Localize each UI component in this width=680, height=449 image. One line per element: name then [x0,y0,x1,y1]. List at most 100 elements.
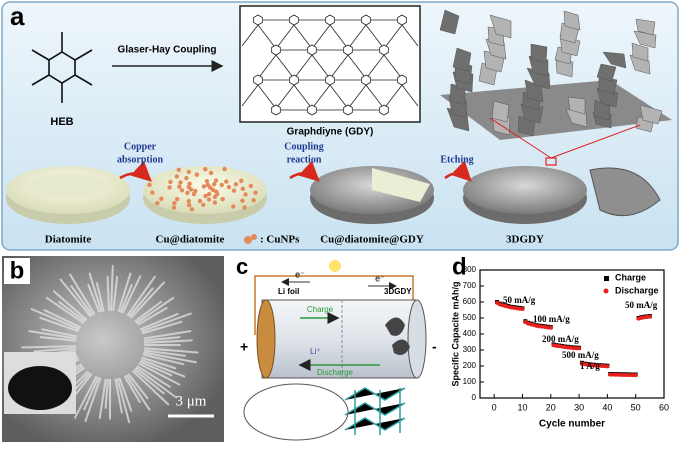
x-axis-label: Cycle number [539,419,605,430]
bond [277,24,295,47]
data-point [628,373,633,378]
sem-rod [138,362,181,386]
sem-rod [132,370,170,406]
porous-sheet [639,104,663,125]
cu-nanoparticle [197,198,203,204]
electron-label: e⁻ [375,273,385,283]
y-tick-label: 600 [463,297,477,306]
porous-sheet [635,18,656,36]
data-point [605,364,610,369]
chart: d0 10 20 30 40 50 600100200300400500600700800C… [450,253,669,429]
sem-rod [140,312,179,331]
annotation: 50 mA/g [625,300,658,310]
y-tick-label: 0 [472,393,477,402]
porous-sheet [631,42,649,62]
bond [365,84,383,107]
cu-nanoparticle [150,190,155,195]
panel-label: c [236,254,248,279]
stage-label: Cu@diatomite@GDY [320,234,424,246]
legend-marker [603,288,609,294]
cu-nanoparticle [155,201,160,206]
sem-rod [133,368,165,395]
sem-rod [135,367,178,399]
cu-nanoparticle [243,192,248,197]
sem-rod [30,308,80,331]
cu-nanoparticle [233,182,239,187]
cu-nanoparticle [242,205,247,210]
bond [313,24,331,47]
cathode-label: 3DGDY [384,287,412,296]
terminal-label: + [240,339,248,355]
cu-nanoparticle [174,174,180,179]
data-point [613,372,618,377]
bond [293,84,311,107]
diatomite-disk [6,166,130,224]
cu-nanoparticle [208,170,214,176]
data-point [602,364,607,369]
porous-sheet [563,10,581,31]
cu-nanoparticle [253,190,258,195]
bond [241,84,259,107]
sem-rod [98,378,107,420]
li-foil [256,299,276,379]
label-box [4,258,30,284]
cu-nanoparticle [189,207,195,212]
cu-nanoparticle [219,182,224,188]
sem-rod [87,284,101,313]
stage-label: Cu@diatomite [156,234,225,246]
data-point [616,372,621,377]
sem-rod [140,358,186,378]
cu-nanoparticle [203,193,208,199]
data-point [574,346,579,351]
y-tick-label: 300 [463,345,477,354]
sem-rod [141,312,192,333]
bond [311,54,329,77]
sem-rod [83,376,100,411]
sem-rod [69,273,96,315]
cu-nanoparticle [240,186,246,191]
electron-label: e⁻ [295,269,305,279]
hexagon [307,104,317,116]
step-label: Coupling [284,141,323,152]
bond [329,84,347,107]
gdy-zoom [243,383,349,441]
powder-photo [8,366,72,410]
sem-rod [136,365,172,388]
sem-rod [139,360,173,377]
charge-label: Charge [307,305,334,314]
cu-nanoparticle [187,181,192,186]
3dgdy-electrode [385,317,410,355]
cu-nanoparticle [176,167,181,172]
cell-body [261,299,418,379]
bond [313,84,331,107]
hexagon [271,104,281,116]
y-tick-label: 400 [463,329,477,338]
anode-label: Li foil [278,287,299,296]
data-point [548,325,553,330]
sem-rod [118,377,133,412]
ion-label: Li⁺ [310,347,320,356]
data-point [611,372,616,377]
bond [347,54,365,77]
sem-rod [33,347,77,353]
sem-rod [70,285,94,316]
sem-rod [116,378,131,424]
terminal-label: - [432,339,437,355]
x-tick-label: 20 [546,402,556,412]
porous-sheet [491,100,510,123]
cu-nanoparticle [240,198,245,203]
cu-nanoparticle [178,180,183,185]
cu-nanoparticle [184,175,189,181]
annotation: 100 mA/g [533,314,570,324]
sem-rod [52,290,88,321]
sem-rod [128,287,154,318]
annotation: 1 A/g [580,361,600,371]
y-tick-label: 700 [463,281,477,290]
y-axis-label: Specific Capacite mAh/g [450,281,460,386]
bond [383,54,401,77]
data-point [594,363,599,368]
sem-rod [127,373,149,400]
data-point [625,372,630,377]
cu-nanoparticle [207,185,213,190]
sem-rod [119,284,133,313]
